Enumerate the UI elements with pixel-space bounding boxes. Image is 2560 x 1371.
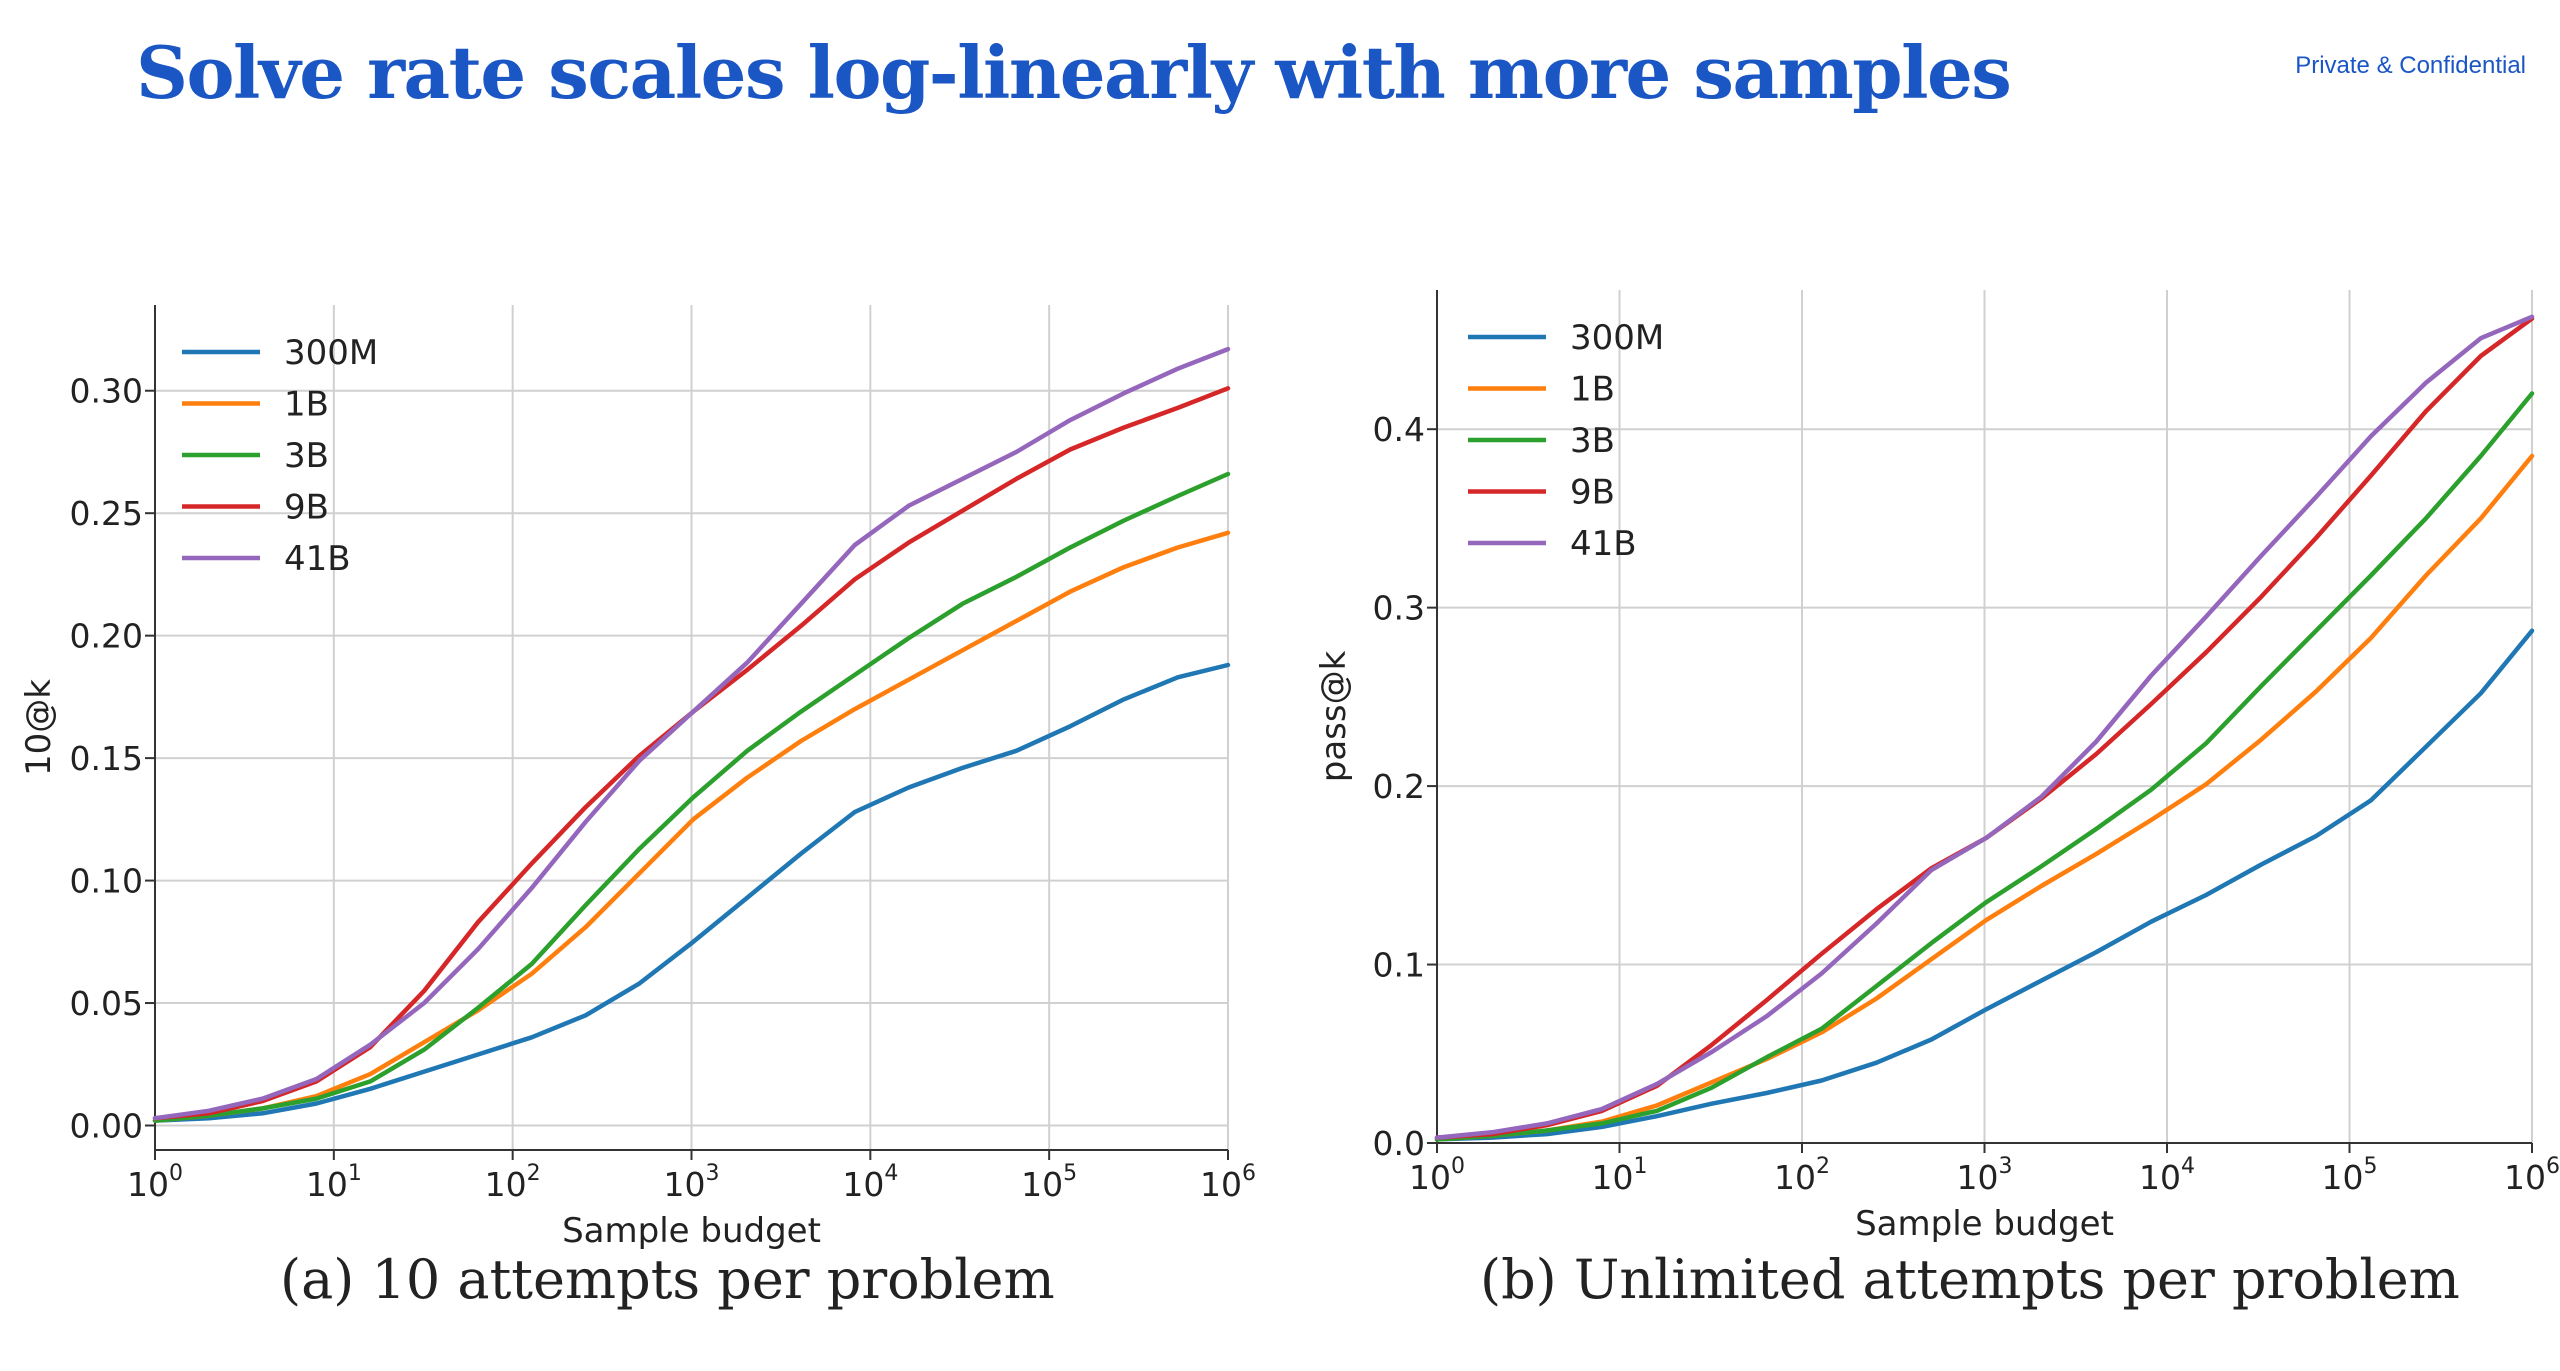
- series-line-3B: [1434, 391, 2535, 1142]
- legend-label-1B: 1B: [1570, 370, 1615, 410]
- chart-a: 100 101 102 103 104 105 106 0.00 0.05 0.10 0.15 0.2…: [19, 305, 1256, 1251]
- confidential-label: Private & Confidential: [2295, 52, 2526, 79]
- x-tick-label: 105: [2322, 1154, 2378, 1197]
- chart-panel-a: 100 101 102 103 104 105 106 0.00 0.05 0.10 0.15 0.2…: [19, 305, 1256, 1311]
- y-tick-label: 0.30: [70, 372, 143, 411]
- x-tick-label: 103: [1957, 1154, 2013, 1197]
- x-tick-label: 101: [1592, 1154, 1648, 1197]
- x-tick-label: 105: [1021, 1161, 1077, 1204]
- chart-b-caption: (b) Unlimited attempts per problem: [1480, 1248, 2460, 1311]
- series-line-1B: [1434, 453, 2535, 1142]
- legend-label-300M: 300M: [1570, 318, 1664, 358]
- legend: 300M 1B 3B 9B 41B: [182, 333, 378, 579]
- chart-a-caption: (a) 10 attempts per problem: [280, 1248, 1055, 1311]
- legend-label-9B: 9B: [1570, 473, 1615, 513]
- y-tick-label: 0.1: [1373, 946, 1425, 985]
- x-tick-label: 106: [2504, 1154, 2560, 1197]
- x-tick-label: 100: [127, 1161, 183, 1204]
- y-tick-label: 0.00: [70, 1107, 143, 1146]
- legend-label-1B: 1B: [284, 385, 329, 425]
- legend-label-3B: 3B: [1570, 421, 1615, 461]
- grid: [154, 305, 1229, 1150]
- x-tick-label: 106: [1200, 1161, 1256, 1204]
- y-tick-label: 0.05: [70, 984, 143, 1023]
- y-tick-label: 0.0: [1373, 1124, 1425, 1163]
- x-tick-label: 101: [306, 1161, 362, 1204]
- y-tick-label: 0.20: [70, 617, 143, 656]
- y-tick-label: 0.10: [70, 862, 143, 901]
- series-line-300M: [1434, 628, 2535, 1142]
- legend-label-41B: 41B: [284, 539, 351, 579]
- y-axis-label: pass@k: [1314, 650, 1354, 782]
- series-line-41B: [1434, 314, 2535, 1140]
- y-tick-label: 0.25: [70, 494, 143, 533]
- x-tick-label: 104: [2139, 1154, 2195, 1197]
- y-tick-label: 0.3: [1373, 589, 1425, 628]
- x-tick-label: 100: [1409, 1154, 1465, 1197]
- legend-label-3B: 3B: [284, 436, 329, 476]
- x-tick-label: 102: [1774, 1154, 1830, 1197]
- x-tick-label: 104: [842, 1161, 898, 1204]
- legend-label-300M: 300M: [284, 333, 378, 373]
- y-axis-label: 10@k: [19, 679, 59, 776]
- x-axis-label: Sample budget: [1855, 1204, 2114, 1244]
- y-tick-label: 0.2: [1373, 767, 1425, 806]
- y-tick-label: 0.15: [70, 739, 143, 778]
- series-line-1B: [152, 530, 1231, 1123]
- legend-label-41B: 41B: [1570, 524, 1637, 564]
- x-tick-label: 103: [664, 1161, 720, 1204]
- series-line-41B: [152, 346, 1231, 1121]
- x-tick-label: 102: [485, 1161, 541, 1204]
- chart-b: 100 101 102 103 104 105 106 0.0 0.1 0.2 0.3 0.4 Samp…: [1314, 290, 2560, 1244]
- y-tick-label: 0.4: [1373, 410, 1425, 449]
- legend-label-9B: 9B: [284, 488, 329, 528]
- chart-panel-b: 100 101 102 103 104 105 106 0.0 0.1 0.2 0.3 0.4 Samp…: [1280, 0, 2560, 1371]
- x-axis-label: Sample budget: [562, 1211, 821, 1251]
- grid: [1436, 290, 2533, 1144]
- series-line-3B: [152, 471, 1231, 1123]
- series-line-300M: [152, 662, 1231, 1123]
- slide-title: Solve rate scales log-linearly with more…: [136, 30, 2012, 115]
- legend: 300M 1B 3B 9B 41B: [1468, 318, 1664, 564]
